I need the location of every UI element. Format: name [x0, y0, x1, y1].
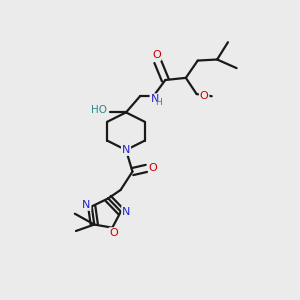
- Text: H: H: [155, 98, 162, 107]
- Text: N: N: [82, 200, 91, 210]
- Text: O: O: [149, 164, 158, 173]
- Text: N: N: [150, 94, 159, 104]
- Text: O: O: [152, 50, 161, 60]
- Text: HO: HO: [91, 105, 107, 115]
- Text: N: N: [122, 145, 130, 155]
- Text: O: O: [110, 228, 118, 238]
- Text: N: N: [122, 207, 130, 217]
- Text: O: O: [200, 91, 208, 100]
